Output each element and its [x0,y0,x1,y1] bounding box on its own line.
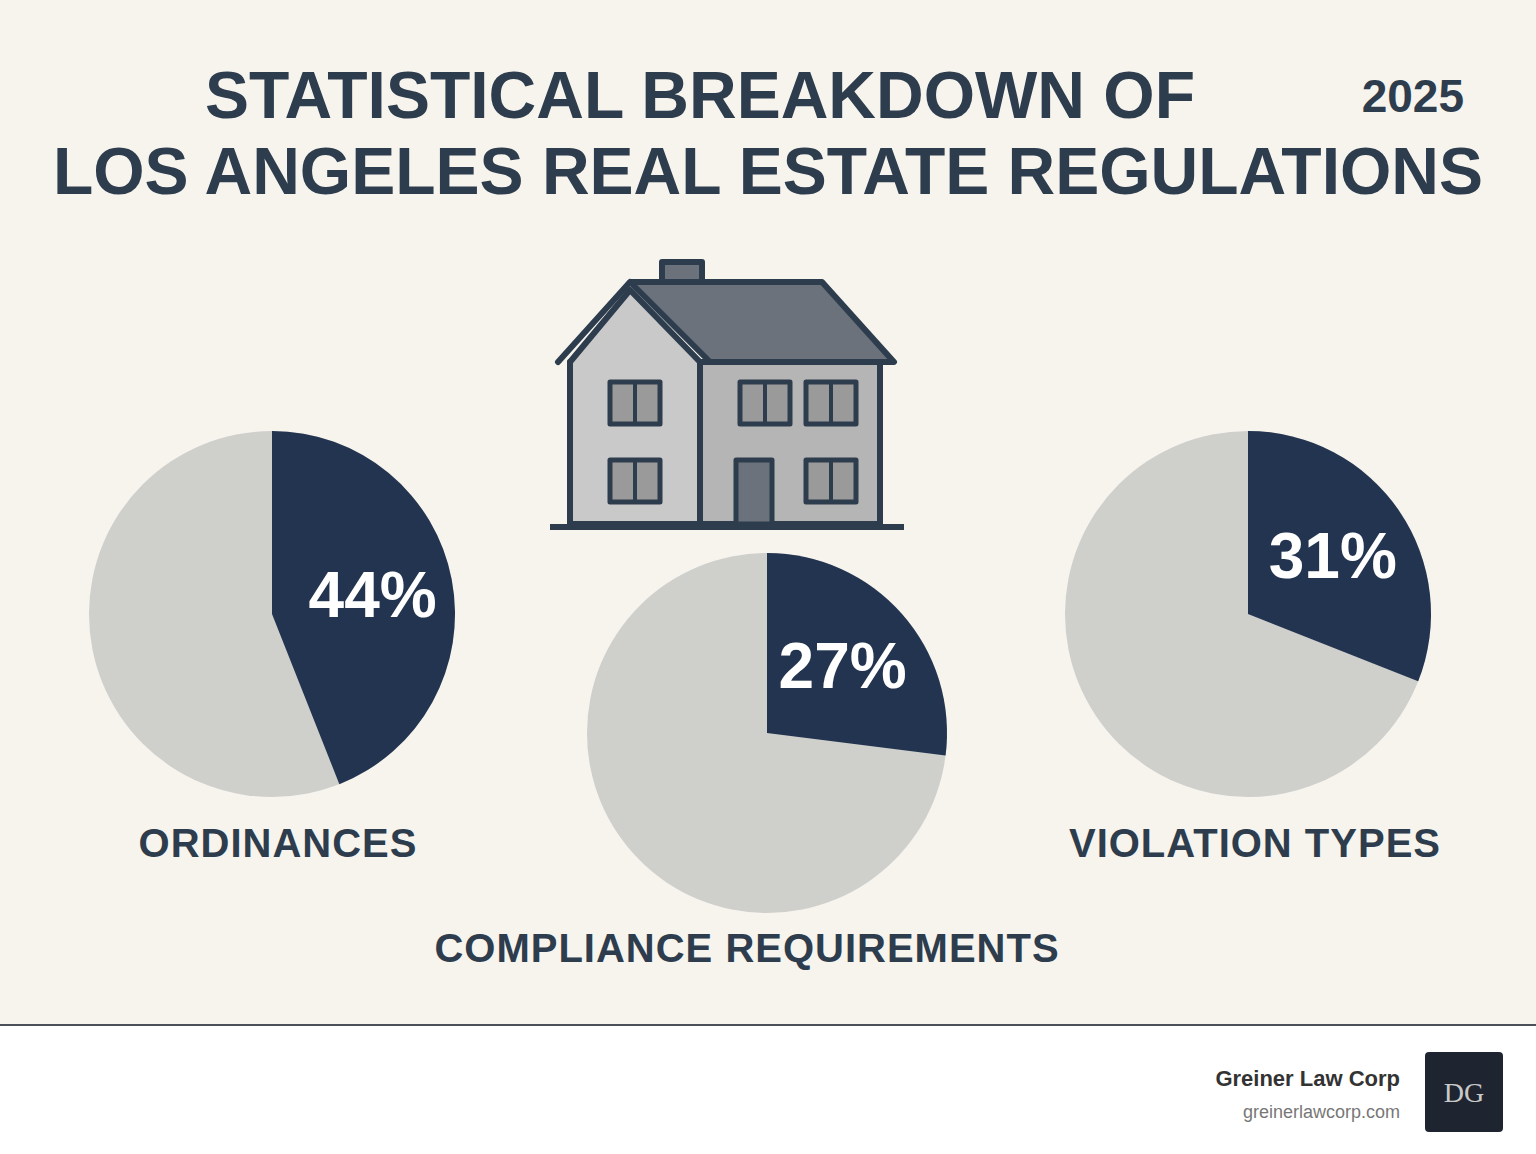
data-label: 44% [309,559,437,631]
house-icon [550,262,904,527]
window-bar [829,382,833,424]
window-bar [763,382,767,424]
pie-slice [767,553,947,756]
window [740,382,790,424]
window-bar [633,382,637,424]
footer-company: Greiner Law Corp [1215,1066,1400,1091]
logo-text: DG [1444,1077,1484,1108]
pie-title: ORDINANCES [139,821,418,865]
title: STATISTICAL BREAKDOWN OFLOS ANGELES REAL… [53,58,1483,208]
data-label: 31% [1269,520,1397,592]
door [736,460,772,524]
pie-title: COMPLIANCE REQUIREMENTS [434,926,1059,970]
title-line: STATISTICAL BREAKDOWN OF [205,58,1195,132]
ground-line [550,524,904,530]
data-label: 27% [779,630,907,702]
footer-band [0,1026,1536,1154]
pie-remainder [587,553,947,913]
footer-rule [0,1024,1536,1026]
window [610,460,660,502]
pie-remainder [89,431,455,797]
pie-chart: 27% [587,553,947,913]
footer-url: greinerlawcorp.com [1243,1102,1400,1122]
background [0,0,1536,1154]
pie-title: VIOLATION TYPES [1069,821,1441,865]
pie-remainder [1065,431,1431,797]
year: 2025 [1362,70,1464,122]
window-bar [829,460,833,502]
pie-chart: 44% [89,431,455,797]
window [806,460,856,502]
logo-box [1425,1052,1503,1132]
pie-chart: 31% [1065,431,1431,797]
pie-slice [1248,431,1431,681]
window [806,382,856,424]
title-line: LOS ANGELES REAL ESTATE REGULATIONS [53,134,1483,208]
house-edge [697,362,703,524]
canvas: STATISTICAL BREAKDOWN OFLOS ANGELES REAL… [0,0,1536,1154]
pie-slice [272,431,455,784]
window [610,382,660,424]
window-bar [633,460,637,502]
house-gable [570,290,700,524]
